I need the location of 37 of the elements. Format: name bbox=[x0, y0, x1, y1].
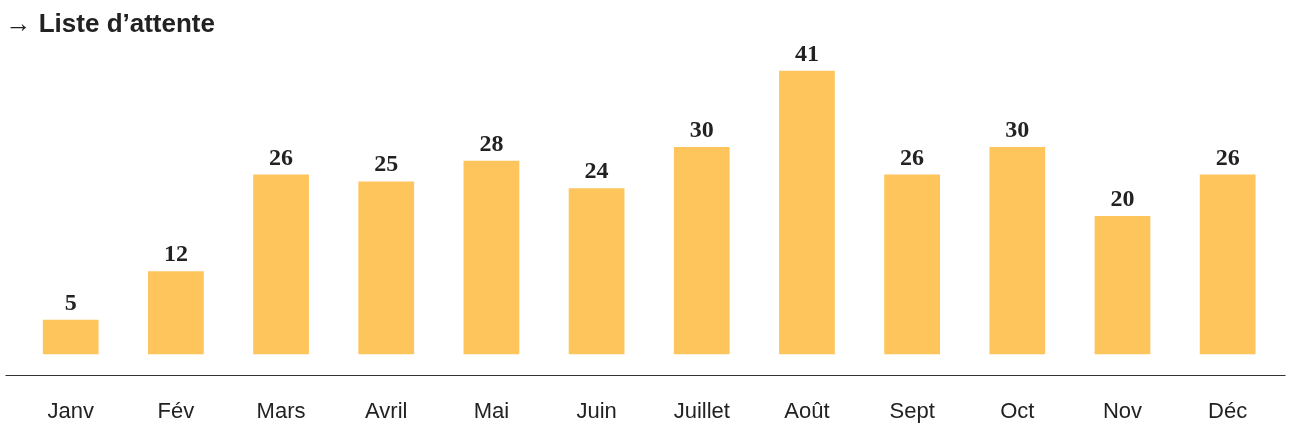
data-label: 30 bbox=[689, 115, 714, 142]
data-label: 24 bbox=[584, 157, 609, 184]
bar bbox=[463, 160, 520, 355]
x-tick-label: Sept bbox=[889, 397, 935, 423]
x-tick-label: Mai bbox=[473, 397, 510, 423]
x-tick-label: Avril bbox=[365, 397, 408, 423]
data-label: 26 bbox=[900, 143, 925, 170]
bar bbox=[253, 174, 309, 355]
bar bbox=[989, 146, 1046, 355]
x-tick-label: Janv bbox=[47, 397, 94, 423]
bar bbox=[673, 146, 730, 355]
bar bbox=[42, 319, 99, 355]
data-label: 26 bbox=[1215, 143, 1240, 170]
bar bbox=[148, 271, 204, 355]
bar bbox=[1199, 174, 1256, 355]
bar bbox=[358, 181, 415, 355]
data-label: 5 bbox=[64, 288, 77, 315]
chart-title: → Liste d’attente bbox=[5, 7, 215, 38]
bar bbox=[779, 70, 835, 355]
x-tick-label: Août bbox=[784, 397, 830, 423]
data-label: 20 bbox=[1110, 185, 1135, 211]
bar bbox=[568, 188, 625, 355]
x-tick-label: Juillet bbox=[673, 397, 730, 423]
x-tick-label: Juin bbox=[576, 397, 617, 423]
bar bbox=[1094, 216, 1151, 355]
data-label: 41 bbox=[794, 39, 819, 66]
x-tick-label: Nov bbox=[1102, 397, 1143, 423]
x-tick-label: Mars bbox=[256, 397, 306, 423]
data-label: 25 bbox=[374, 150, 399, 177]
x-tick-label: Fév bbox=[157, 397, 195, 423]
data-label: 30 bbox=[1005, 115, 1030, 142]
x-tick-label: Déc bbox=[1208, 397, 1248, 423]
x-tick-label: Oct bbox=[1000, 397, 1035, 423]
bar bbox=[884, 174, 940, 355]
data-label: 28 bbox=[479, 129, 504, 156]
data-label: 12 bbox=[163, 240, 188, 267]
data-label: 26 bbox=[269, 143, 294, 170]
